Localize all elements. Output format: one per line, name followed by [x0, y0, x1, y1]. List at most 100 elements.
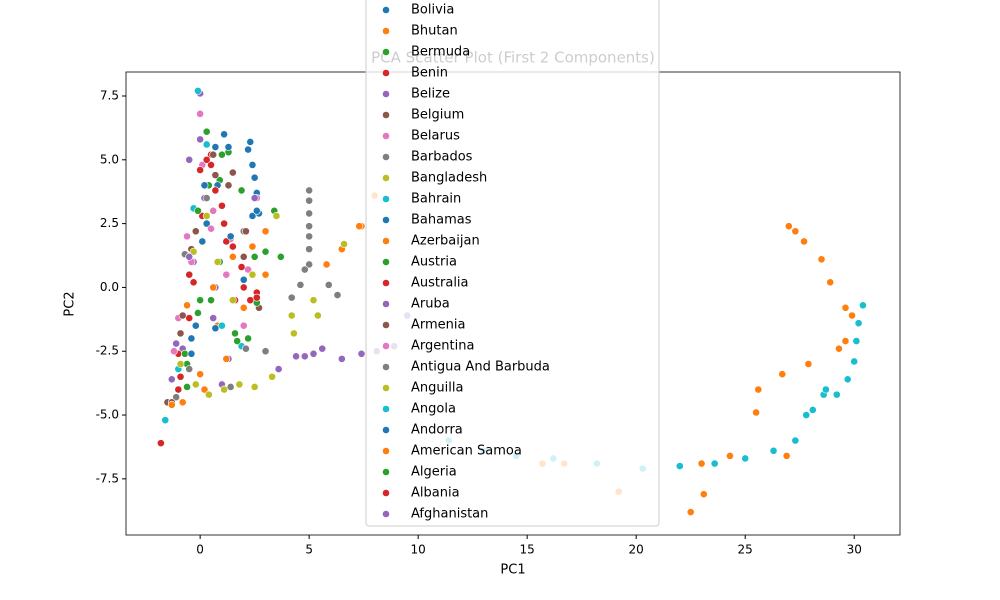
point	[252, 293, 261, 302]
point	[172, 339, 181, 348]
legend-label: Afghanistan	[411, 507, 488, 522]
point	[220, 130, 229, 139]
point	[226, 232, 235, 241]
point	[185, 155, 194, 164]
point	[337, 354, 346, 363]
legend-marker	[382, 6, 390, 14]
point	[248, 270, 257, 279]
point	[699, 490, 708, 499]
point	[183, 383, 191, 391]
point	[235, 380, 244, 389]
legend-label: Argentina	[411, 339, 474, 354]
point	[194, 206, 202, 215]
point	[209, 283, 218, 292]
point	[185, 365, 194, 373]
legend-marker	[382, 237, 390, 245]
y-tick-label: -5.0	[96, 408, 119, 422]
point	[170, 347, 178, 356]
point	[754, 385, 763, 394]
point	[202, 155, 211, 164]
point	[261, 270, 270, 279]
point	[305, 245, 314, 254]
point	[209, 206, 218, 215]
point	[854, 319, 863, 328]
point	[220, 219, 229, 228]
legend-marker	[382, 174, 390, 182]
point	[202, 127, 211, 136]
point	[305, 260, 314, 269]
legend-marker	[382, 27, 390, 35]
point	[189, 247, 198, 256]
point	[841, 337, 850, 345]
legend-label: Antigua And Barbuda	[411, 360, 550, 375]
legend: Bolivia Bhutan Bermuda Benin Belize Belgium Be…	[365, 0, 660, 527]
point	[850, 357, 859, 366]
legend-marker	[382, 426, 390, 434]
point	[233, 337, 242, 345]
point	[194, 86, 202, 95]
point	[180, 349, 189, 358]
point	[248, 212, 257, 220]
point	[218, 321, 226, 330]
point	[172, 393, 181, 402]
point	[191, 227, 200, 236]
point	[250, 194, 259, 202]
point	[261, 347, 270, 356]
point	[211, 324, 220, 333]
point	[202, 212, 211, 220]
point	[697, 459, 706, 468]
point	[207, 296, 215, 305]
point	[224, 181, 233, 190]
point	[340, 240, 348, 248]
legend-label: American Samoa	[411, 444, 522, 459]
point	[244, 145, 252, 154]
legend-label: Benin	[411, 66, 448, 81]
legend-marker	[382, 279, 390, 287]
legend-marker	[382, 48, 390, 56]
point	[741, 454, 750, 463]
legend-box	[365, 0, 660, 527]
point	[287, 311, 296, 320]
point	[176, 372, 185, 381]
x-tick-label: 5	[305, 543, 313, 557]
point	[832, 390, 841, 399]
y-tick-label: -2.5	[96, 344, 119, 358]
point	[305, 186, 314, 195]
point	[826, 278, 835, 287]
point	[228, 296, 237, 305]
point	[167, 400, 176, 409]
point	[268, 372, 276, 381]
legend-marker	[382, 132, 390, 140]
point	[222, 237, 231, 246]
point	[191, 321, 200, 330]
legend-marker	[382, 90, 390, 98]
point	[178, 398, 187, 407]
point	[231, 329, 239, 338]
point	[808, 406, 817, 414]
point	[176, 329, 185, 338]
point	[178, 311, 187, 320]
point	[261, 227, 270, 236]
point	[220, 385, 229, 394]
point	[821, 385, 830, 394]
point	[228, 168, 237, 177]
point	[791, 227, 800, 236]
point	[300, 352, 309, 361]
point	[200, 181, 209, 190]
point	[276, 252, 285, 261]
x-axis-label: PC1	[500, 563, 525, 578]
legend-label: Bahamas	[411, 213, 472, 228]
point	[196, 296, 205, 305]
legend-label: Austria	[411, 255, 457, 270]
point	[189, 278, 198, 287]
point	[204, 390, 213, 399]
point	[174, 385, 183, 394]
legend-marker	[382, 489, 390, 497]
point	[239, 303, 248, 312]
point	[228, 252, 237, 261]
point	[156, 439, 165, 448]
point	[222, 354, 231, 363]
point	[246, 296, 255, 305]
legend-label: Bangladesh	[411, 171, 487, 186]
point	[305, 209, 314, 218]
